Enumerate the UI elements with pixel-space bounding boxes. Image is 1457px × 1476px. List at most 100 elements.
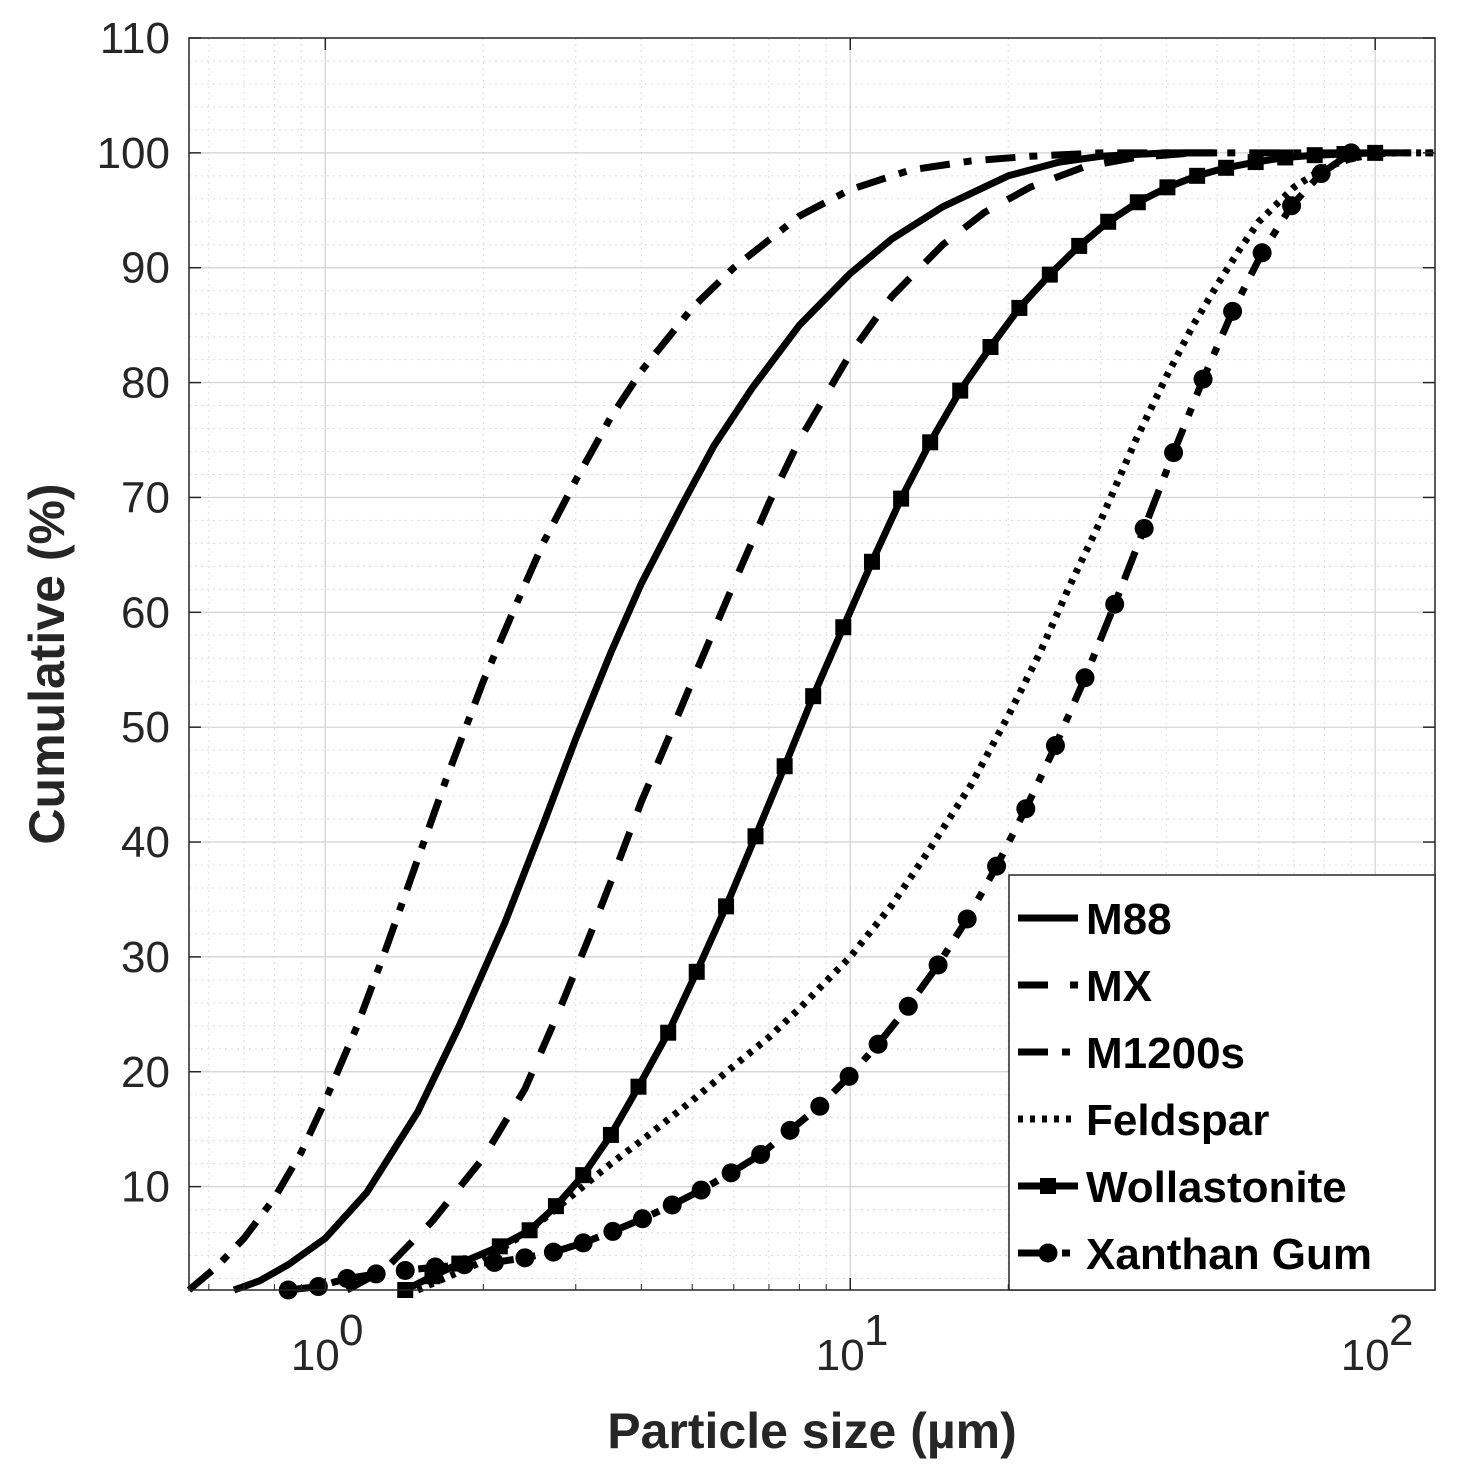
y-tick-label: 50 — [121, 703, 170, 752]
series-xanthan-gum — [278, 143, 1361, 1300]
data-point-circle — [898, 996, 918, 1016]
x-tick-label: 10 — [291, 1331, 340, 1380]
legend-entry-m88: M88 — [1018, 895, 1172, 944]
y-axis-title: Cumulative (%) — [19, 483, 75, 844]
data-point-circle — [1045, 736, 1065, 756]
data-point-square — [1011, 299, 1028, 316]
data-point-circle — [780, 1120, 800, 1140]
data-point-circle — [868, 1034, 888, 1054]
y-tick-label: 20 — [121, 1048, 170, 1097]
legend-entry-mx: MX — [1018, 962, 1152, 1011]
data-point-square — [630, 1078, 647, 1095]
legend-label: M88 — [1086, 895, 1172, 944]
data-point-circle — [1341, 143, 1361, 163]
x-tick-label: 10 — [816, 1331, 865, 1380]
series-line — [345, 149, 1194, 1294]
y-tick-label: 30 — [121, 933, 170, 982]
data-point-circle — [454, 1255, 474, 1275]
data-point-circle — [1282, 196, 1302, 216]
y-axis: 10 20 30 40 50 60 70 80 90 100 110 — [97, 14, 1435, 1212]
data-point-circle — [721, 1163, 741, 1183]
data-point-square — [1041, 266, 1058, 283]
legend: M88 MX M1200s Feldspar Wollastonite Xanthan G… — [1008, 874, 1436, 1291]
plot-frame — [188, 37, 1436, 1291]
data-point-circle — [395, 1260, 415, 1280]
data-point-circle — [1134, 518, 1154, 538]
data-point-circle — [484, 1252, 504, 1272]
data-point-square — [776, 758, 793, 775]
data-point-square — [1189, 167, 1206, 184]
x-tick-label-exponent: 1 — [864, 1306, 888, 1355]
legend-label: MX — [1086, 962, 1152, 1011]
data-point-circle — [987, 856, 1007, 876]
data-point-square — [1218, 159, 1235, 176]
data-point-circle — [1311, 164, 1331, 184]
data-point-circle — [308, 1277, 328, 1297]
data-point-circle — [632, 1209, 652, 1229]
y-tick-label: 100 — [97, 129, 170, 178]
series-m88 — [232, 149, 1218, 1294]
data-point-square — [863, 553, 880, 570]
series-feldspar — [416, 149, 1435, 1294]
data-point-square — [982, 338, 999, 355]
data-point-square — [747, 828, 764, 845]
data-point-circle — [1105, 594, 1125, 614]
series-line — [416, 149, 1435, 1294]
data-point-circle — [1223, 301, 1243, 321]
data-point-circle — [691, 1180, 711, 1200]
x-tick-label-exponent: 0 — [339, 1306, 363, 1355]
series-line — [232, 149, 1218, 1294]
y-tick-label: 110 — [100, 14, 170, 63]
data-point-circle — [337, 1269, 357, 1289]
data-point-circle — [515, 1248, 535, 1268]
data-point-square — [1277, 149, 1294, 166]
series-line — [186, 149, 1435, 1293]
data-point-square — [602, 1126, 619, 1143]
data-point-circle — [543, 1242, 563, 1262]
y-tick-label: 40 — [121, 818, 170, 867]
data-point-square — [1306, 147, 1323, 164]
data-point-square — [660, 1024, 677, 1041]
data-point-square — [1367, 144, 1384, 161]
data-point-circle — [603, 1221, 623, 1241]
data-point-square — [688, 963, 705, 980]
legend-label: Wollastonite — [1086, 1163, 1347, 1212]
data-point-circle — [1164, 443, 1184, 463]
data-point-circle — [366, 1264, 386, 1284]
data-point-square — [1071, 237, 1088, 254]
data-point-square — [1247, 154, 1264, 171]
data-point-square — [922, 434, 939, 451]
data-point-circle — [1252, 243, 1272, 263]
data-point-square — [1159, 179, 1176, 196]
data-point-square — [491, 1238, 508, 1255]
legend-entry-wollastonite: Wollastonite — [1018, 1163, 1347, 1212]
legend-entry-m1200s: M1200s — [1018, 1029, 1245, 1078]
data-point-circle — [425, 1257, 445, 1277]
series-wollastonite — [397, 144, 1384, 1298]
y-tick-label: 10 — [121, 1163, 170, 1212]
data-point-circle — [839, 1066, 859, 1086]
data-point-circle — [662, 1195, 682, 1215]
data-point-circle — [957, 909, 977, 929]
data-point-square — [805, 688, 822, 705]
legend-marker-square — [1040, 1178, 1056, 1194]
data-point-square — [893, 490, 910, 507]
data-point-circle — [810, 1096, 830, 1116]
y-tick-label: 90 — [121, 244, 170, 293]
data-point-circle — [1016, 799, 1036, 819]
data-point-circle — [573, 1233, 593, 1253]
data-point-circle — [751, 1144, 771, 1164]
series-line — [403, 149, 1376, 1294]
y-tick-label: 70 — [121, 473, 170, 522]
data-point-circle — [1075, 668, 1095, 688]
series-mx — [345, 149, 1194, 1294]
legend-label: Feldspar — [1086, 1096, 1269, 1145]
series-layer — [186, 143, 1435, 1300]
x-tick-label: 10 — [1341, 1331, 1390, 1380]
data-point-circle — [928, 955, 948, 975]
data-point-circle — [1193, 369, 1213, 389]
legend-label: M1200s — [1086, 1029, 1245, 1078]
legend-label: Xanthan Gum — [1086, 1230, 1372, 1279]
data-point-square — [952, 382, 969, 399]
